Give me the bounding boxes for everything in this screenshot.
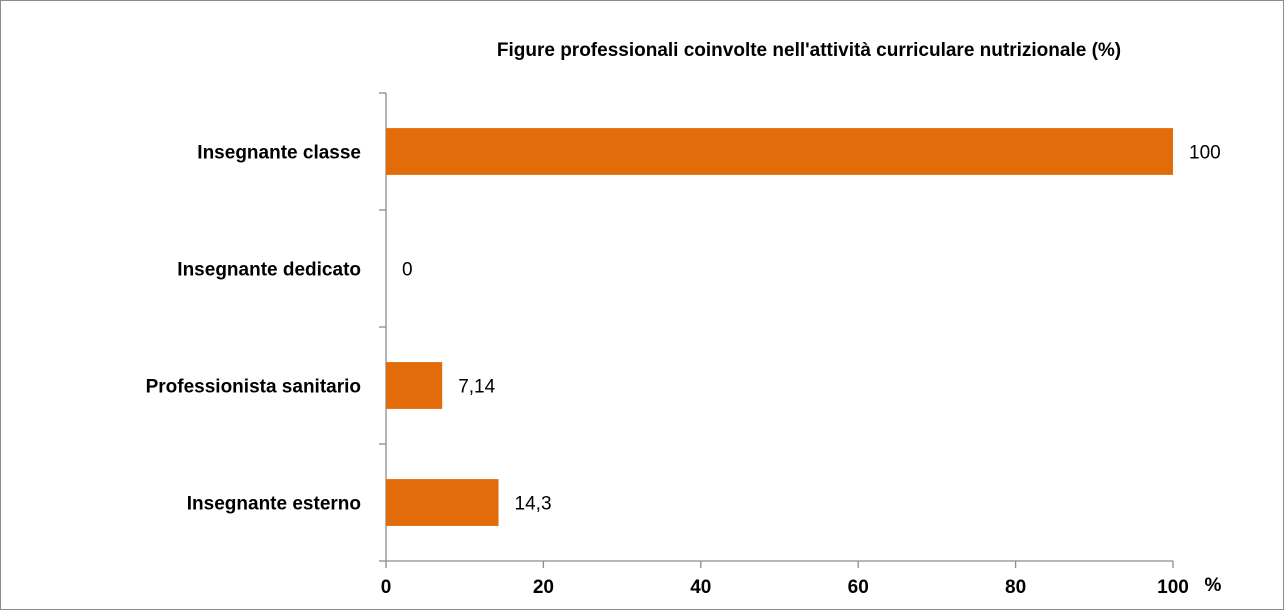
bar-value-label: 100	[1189, 143, 1221, 164]
x-axis-tick-label: 40	[690, 577, 711, 598]
x-axis-tick-label: 80	[1005, 577, 1026, 598]
y-axis-category-label: Insegnante esterno	[187, 494, 361, 515]
x-axis-unit-label: %	[1205, 575, 1222, 596]
y-axis-category-label: Insegnante dedicato	[177, 260, 361, 281]
x-axis-tick-label: 0	[381, 577, 392, 598]
bar-value-label: 14,3	[515, 494, 552, 515]
chart-title: Figure professionali coinvolte nell'atti…	[497, 40, 1121, 61]
bar	[386, 362, 443, 409]
x-axis-tick-label: 100	[1157, 577, 1189, 598]
y-axis-category-label: Insegnante classe	[197, 143, 361, 164]
bar	[386, 479, 499, 526]
y-axis-category-label: Professionista sanitario	[146, 377, 361, 398]
bar-value-label: 7,14	[458, 377, 495, 398]
bar	[386, 128, 1173, 175]
plot-area: 0 20 40 60 80 100 Insegnante classe 100 Insegnan…	[146, 92, 1221, 598]
bar-value-label: 0	[402, 260, 413, 281]
x-axis-tick-label: 20	[533, 577, 554, 598]
x-axis-tick-label: 60	[848, 577, 869, 598]
